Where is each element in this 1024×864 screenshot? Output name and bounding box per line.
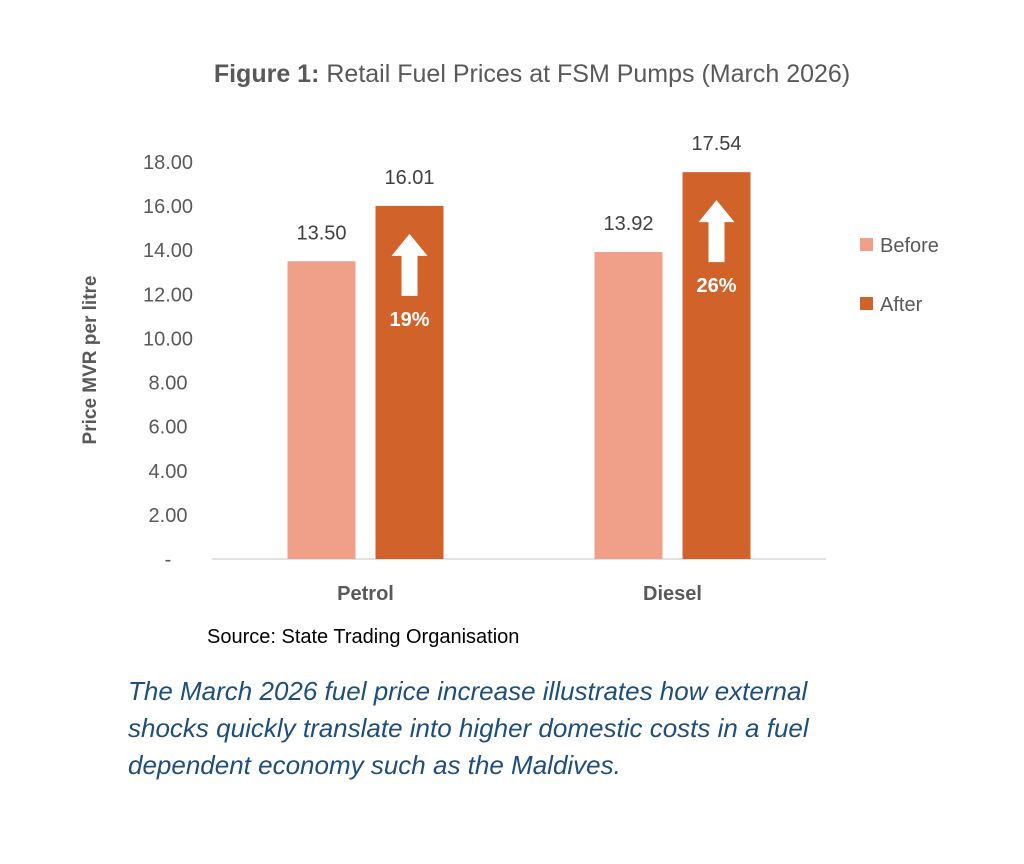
chart-title: Figure 1: Retail Fuel Prices at FSM Pump…: [0, 60, 1024, 89]
title-prefix: Figure 1:: [213, 60, 320, 88]
y-tick-label: -: [165, 549, 172, 571]
up-arrow-icon: [698, 200, 735, 263]
y-tick-label: 4.00: [149, 461, 188, 483]
data-label: 13.50: [296, 222, 346, 244]
y-tick-label: 8.00: [149, 373, 188, 395]
bar-before-petrol: [287, 261, 356, 559]
caption-text: The March 2026 fuel price increase illus…: [128, 676, 809, 780]
legend-label-after: After: [880, 294, 923, 316]
percent-change-label: 19%: [389, 309, 429, 331]
y-tick-label: 6.00: [149, 417, 188, 439]
source-note: Source: State Trading Organisation: [207, 626, 520, 648]
legend-swatch-after: [860, 297, 873, 310]
y-tick-label: 16.00: [143, 196, 193, 218]
y-tick-label: 12.00: [143, 284, 193, 306]
legend-label-before: Before: [880, 235, 939, 257]
y-tick-label: 18.00: [143, 152, 193, 174]
y-axis-label: Price MVR per litre: [80, 276, 101, 445]
up-arrow-icon: [391, 233, 428, 296]
percent-change-label: 26%: [696, 275, 736, 297]
y-tick-label: 14.00: [143, 240, 193, 262]
data-label: 16.01: [384, 167, 434, 189]
legend-swatch-before: [860, 238, 873, 251]
data-label: 13.92: [603, 213, 653, 235]
y-tick-label: 10.00: [143, 328, 193, 350]
bar-before-diesel: [594, 251, 663, 559]
category-label: Petrol: [337, 583, 394, 605]
data-label: 17.54: [691, 133, 741, 155]
category-label: Diesel: [643, 583, 702, 605]
title-text: Retail Fuel Prices at FSM Pumps (March 2…: [326, 60, 851, 88]
y-tick-label: 2.00: [149, 505, 188, 527]
